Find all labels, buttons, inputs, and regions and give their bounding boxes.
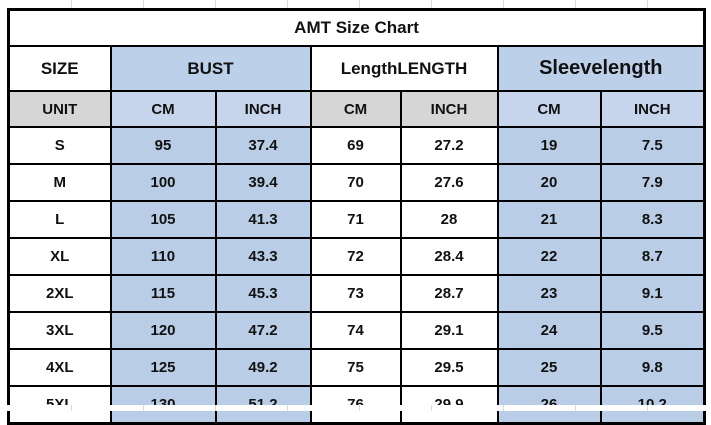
unit-sleeve-inch: INCH — [599, 90, 706, 128]
unit-sleeve-cm: CM — [496, 90, 602, 128]
bust-cm-cell: 100 — [109, 163, 217, 202]
table-row-m: M 100 39.4 70 27.6 20 7.9 — [7, 163, 706, 202]
length-cm-cell: 71 — [309, 200, 402, 239]
sleeve-inch-cell: 7.5 — [599, 126, 706, 165]
length-inch-cell: 29.5 — [399, 348, 499, 387]
bust-inch-cell: 49.2 — [214, 348, 312, 387]
length-inch-cell: 28.4 — [399, 237, 499, 276]
sleeve-inch-cell: 9.5 — [599, 311, 706, 350]
bust-cm-cell: 115 — [109, 274, 217, 313]
length-inch-cell: 27.6 — [399, 163, 499, 202]
size-cell: 4XL — [7, 348, 112, 387]
size-cell: S — [7, 126, 112, 165]
table-row-2xl: 2XL 115 45.3 73 28.7 23 9.1 — [7, 274, 706, 313]
sleeve-inch-cell: 9.1 — [599, 274, 706, 313]
sleeve-inch-cell: 9.8 — [599, 348, 706, 387]
size-chart: AMT Size Chart SIZE BUST LengthLENGTH Sl… — [7, 8, 707, 425]
size-cell: 2XL — [7, 274, 112, 313]
unit-label: UNIT — [7, 90, 112, 128]
bust-cm-cell: 95 — [109, 126, 217, 165]
bust-cm-cell: 110 — [109, 237, 217, 276]
sleeve-inch-cell: 7.9 — [599, 163, 706, 202]
bust-inch-cell: 39.4 — [214, 163, 312, 202]
header-bust: BUST — [109, 45, 312, 92]
length-inch-cell: 27.2 — [399, 126, 499, 165]
sleeve-inch-cell: 8.3 — [599, 200, 706, 239]
table-row-l: L 105 41.3 71 28 21 8.3 — [7, 200, 706, 239]
spreadsheet-gridlines-top — [0, 0, 711, 8]
bust-cm-cell: 120 — [109, 311, 217, 350]
bust-inch-cell: 47.2 — [214, 311, 312, 350]
bust-cm-cell: 125 — [109, 348, 217, 387]
length-cm-cell: 73 — [309, 274, 402, 313]
header-size: SIZE — [7, 45, 112, 92]
bust-inch-cell: 37.4 — [214, 126, 312, 165]
sleeve-inch-cell: 8.7 — [599, 237, 706, 276]
spreadsheet-gridlines-bottom — [0, 405, 711, 411]
bust-inch-cell: 43.3 — [214, 237, 312, 276]
sleeve-cm-cell: 21 — [496, 200, 602, 239]
sleeve-cm-cell: 19 — [496, 126, 602, 165]
header-row: SIZE BUST LengthLENGTH Sleevelength — [7, 45, 706, 92]
length-cm-cell: 75 — [309, 348, 402, 387]
unit-bust-cm: CM — [109, 90, 217, 128]
sleeve-cm-cell: 22 — [496, 237, 602, 276]
bust-cm-cell: 105 — [109, 200, 217, 239]
length-inch-cell: 29.1 — [399, 311, 499, 350]
chart-title: AMT Size Chart — [7, 8, 706, 47]
header-length: LengthLENGTH — [309, 45, 499, 92]
sleeve-cm-cell: 25 — [496, 348, 602, 387]
unit-length-cm: CM — [309, 90, 402, 128]
bust-inch-cell: 45.3 — [214, 274, 312, 313]
sleeve-cm-cell: 20 — [496, 163, 602, 202]
size-cell: M — [7, 163, 112, 202]
length-cm-cell: 69 — [309, 126, 402, 165]
size-cell: XL — [7, 237, 112, 276]
unit-row: UNIT CM INCH CM INCH CM INCH — [7, 90, 706, 128]
size-chart-table: AMT Size Chart SIZE BUST LengthLENGTH Sl… — [7, 8, 707, 425]
length-inch-cell: 28 — [399, 200, 499, 239]
bust-inch-cell: 41.3 — [214, 200, 312, 239]
size-cell: L — [7, 200, 112, 239]
size-cell: 3XL — [7, 311, 112, 350]
table-row-4xl: 4XL 125 49.2 75 29.5 25 9.8 — [7, 348, 706, 387]
length-cm-cell: 72 — [309, 237, 402, 276]
length-cm-cell: 74 — [309, 311, 402, 350]
table-row-s: S 95 37.4 69 27.2 19 7.5 — [7, 126, 706, 165]
unit-length-inch: INCH — [399, 90, 499, 128]
sleeve-cm-cell: 23 — [496, 274, 602, 313]
length-cm-cell: 70 — [309, 163, 402, 202]
table-row-3xl: 3XL 120 47.2 74 29.1 24 9.5 — [7, 311, 706, 350]
unit-bust-inch: INCH — [214, 90, 312, 128]
length-inch-cell: 28.7 — [399, 274, 499, 313]
table-row-xl: XL 110 43.3 72 28.4 22 8.7 — [7, 237, 706, 276]
sleeve-cm-cell: 24 — [496, 311, 602, 350]
header-sleevelength: Sleevelength — [496, 45, 706, 92]
title-row: AMT Size Chart — [7, 8, 706, 47]
